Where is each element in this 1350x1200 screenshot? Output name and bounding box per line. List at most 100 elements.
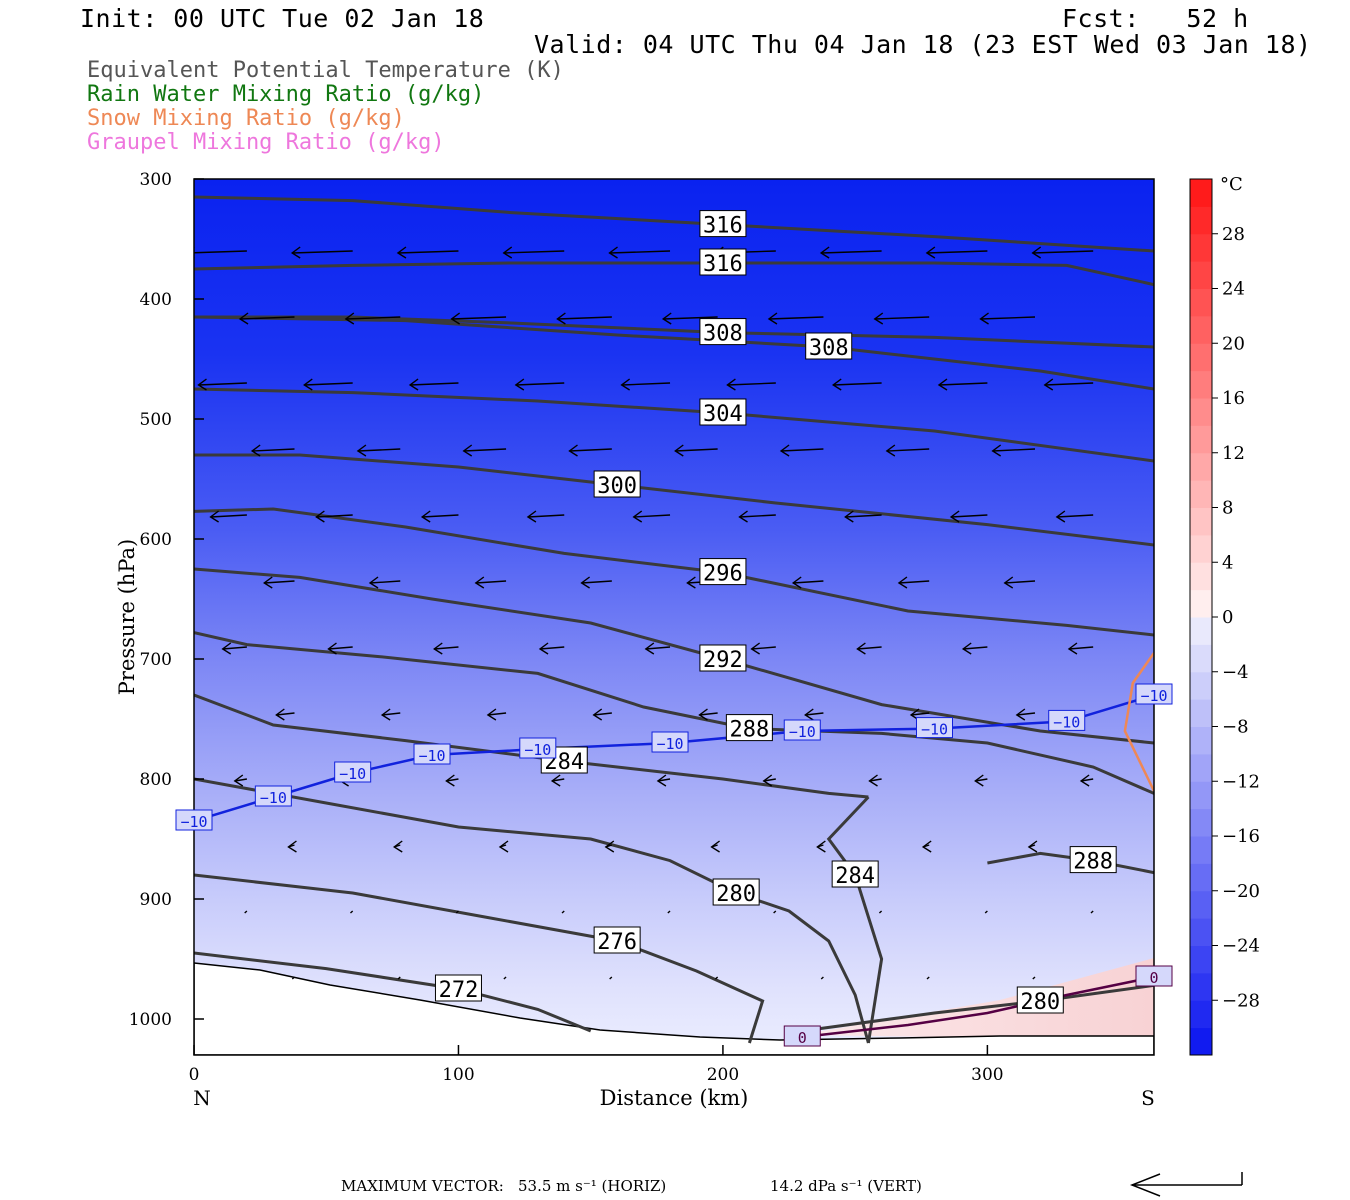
colorbar-tick-label: 0: [1222, 607, 1233, 628]
svg-text:284: 284: [835, 864, 875, 889]
colorbar-bin: [1190, 343, 1212, 372]
wind-vector-head: [661, 312, 672, 325]
wind-vector-head: [949, 510, 960, 523]
wind-vector: [869, 778, 882, 782]
svg-text:272: 272: [439, 978, 479, 1003]
wind-vector: [751, 646, 776, 650]
y-tick-label: 900: [140, 890, 172, 910]
wind-vector-head: [1031, 246, 1042, 259]
wind-vector: [1044, 382, 1094, 386]
wind-vector: [667, 910, 671, 914]
svg-text:308: 308: [809, 336, 849, 361]
theta-e-contour-label: 308: [805, 332, 853, 361]
theta-e-contour-label: 288: [1069, 846, 1117, 875]
x-end-label-north: N: [193, 1086, 211, 1110]
wind-vector-head: [290, 246, 301, 259]
x-tick-label: 100: [442, 1065, 474, 1085]
wind-vector: [581, 580, 612, 584]
wind-vector: [198, 382, 247, 386]
wind-vector-head: [514, 378, 525, 391]
wind-vector-head: [420, 510, 431, 523]
wind-vector-head: [844, 510, 854, 523]
wind-vector: [727, 382, 776, 386]
wind-vector-head: [816, 840, 826, 853]
wind-vector: [569, 448, 612, 452]
wind-vector: [1032, 976, 1036, 980]
y-tick-label: 500: [140, 410, 172, 430]
svg-text:288: 288: [1073, 850, 1113, 875]
wind-vector: [350, 910, 354, 914]
wind-vector-head: [1067, 642, 1078, 655]
forecast-hour: Fcst: 52 h: [1062, 4, 1249, 33]
wind-vector-head: [767, 312, 778, 325]
colorbar-unit: °C: [1220, 174, 1243, 195]
wind-vector-head: [868, 774, 878, 787]
wind-vector: [503, 976, 507, 980]
colorbar-tick-label: 24: [1222, 279, 1245, 300]
colorbar-tick-label: −20: [1222, 881, 1260, 902]
wind-vector-head: [315, 510, 325, 523]
wind-vector: [210, 514, 247, 518]
wind-vector: [980, 316, 1036, 320]
wind-vector: [463, 448, 507, 452]
wind-vector: [739, 514, 776, 518]
wind-vector: [328, 646, 353, 650]
colorbar-bin: [1190, 1000, 1212, 1029]
plot-frame: [193, 178, 1155, 1056]
colorbar-bin: [1190, 261, 1212, 289]
wind-vector: [345, 316, 401, 320]
wind-vector-head: [831, 378, 842, 391]
wind-vector: [234, 778, 248, 782]
wind-vector-head: [885, 444, 896, 457]
wind-vector-head: [961, 642, 972, 655]
wind-vector: [1090, 910, 1094, 914]
y-tick-label: 700: [140, 650, 172, 670]
wind-vector: [552, 778, 565, 782]
colorbar-tick-label: −28: [1222, 990, 1260, 1011]
wind-vector: [515, 382, 565, 386]
colorbar-tick-label: −12: [1222, 771, 1260, 792]
wind-vector-head: [644, 642, 655, 655]
wind-vector-head: [197, 378, 207, 391]
wind-vector: [446, 778, 459, 782]
wind-vector-head: [556, 312, 566, 325]
wind-vector-head: [921, 840, 932, 853]
legend-theta-e: Equivalent Potential Temperature (K): [87, 58, 564, 83]
theta-e-contour-label: 276: [593, 926, 641, 955]
colorbar-tick-label: −24: [1222, 936, 1260, 957]
wind-vector-head: [450, 312, 461, 325]
wind-vector-head: [991, 444, 1002, 457]
snow-contour: [1123, 652, 1154, 792]
colorbar-bin: [1190, 179, 1212, 207]
wind-vector-head: [608, 246, 618, 259]
init-time: Init: 00 UTC Tue 02 Jan 18: [80, 4, 485, 33]
temperature-contour: [194, 693, 1154, 823]
wind-vector-head: [568, 444, 578, 457]
wind-vector-head: [604, 840, 615, 853]
wind-vector: [539, 646, 565, 650]
wind-vector: [874, 316, 930, 320]
wind-vector: [252, 448, 295, 452]
wind-vector-head: [873, 312, 884, 325]
colorbar-tick-label: −16: [1222, 826, 1260, 847]
wind-vector-head: [979, 312, 989, 325]
wind-vector-head: [710, 840, 721, 853]
wind-vector: [805, 712, 824, 716]
colorbar-bin: [1190, 534, 1212, 563]
wind-vector: [475, 580, 507, 584]
svg-text:−10: −10: [339, 765, 366, 783]
wind-vector-head: [538, 642, 549, 655]
wind-vector-head: [580, 576, 591, 589]
wind-vector-head: [233, 774, 244, 787]
svg-text:308: 308: [703, 322, 743, 347]
wind-vector-head: [194, 246, 195, 259]
wind-vector: [451, 316, 507, 320]
svg-text:−10: −10: [921, 721, 948, 739]
wind-vector: [886, 448, 930, 452]
wind-vector-head: [925, 246, 936, 259]
colorbar-bin: [1190, 370, 1212, 399]
wind-vector-head: [1043, 378, 1054, 391]
theta-e-contour-label: 284: [831, 860, 879, 889]
svg-text:−10: −10: [789, 723, 816, 741]
wind-vector: [675, 448, 718, 452]
